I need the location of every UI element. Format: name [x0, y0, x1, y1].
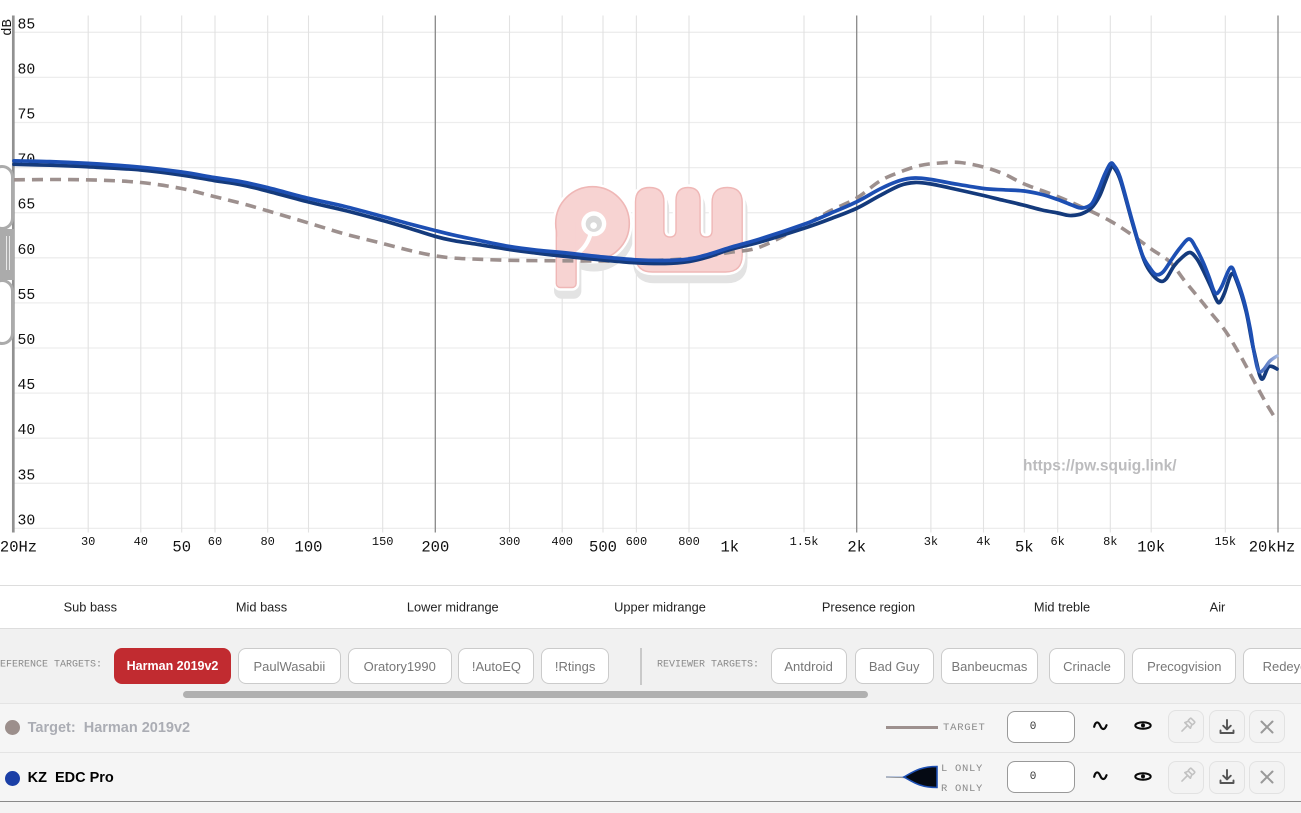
svg-text:300: 300 — [499, 535, 521, 549]
svg-text:65: 65 — [18, 198, 36, 214]
svg-text:20kHz: 20kHz — [1249, 539, 1296, 557]
svg-text:800: 800 — [678, 535, 700, 549]
svg-text:80: 80 — [260, 535, 274, 549]
svg-text:50: 50 — [172, 539, 191, 557]
svg-text:3k: 3k — [924, 535, 938, 549]
svg-text:150: 150 — [372, 535, 394, 549]
svg-text:1.5k: 1.5k — [790, 535, 819, 549]
svg-text:https://pw.squig.link/: https://pw.squig.link/ — [1023, 458, 1177, 475]
svg-text:55: 55 — [18, 288, 36, 304]
svg-text:85: 85 — [18, 17, 36, 33]
svg-text:60: 60 — [18, 243, 36, 259]
svg-text:200: 200 — [421, 539, 449, 557]
svg-text:6k: 6k — [1050, 535, 1064, 549]
svg-text:8k: 8k — [1103, 535, 1117, 549]
svg-text:dB: dB — [0, 19, 16, 36]
svg-text:2k: 2k — [847, 539, 866, 557]
svg-text:400: 400 — [551, 535, 573, 549]
svg-text:80: 80 — [18, 62, 36, 78]
svg-text:10k: 10k — [1137, 539, 1165, 557]
svg-text:45: 45 — [18, 378, 36, 394]
svg-text:35: 35 — [18, 468, 36, 484]
svg-text:30: 30 — [81, 535, 95, 549]
svg-text:4k: 4k — [976, 535, 990, 549]
svg-text:30: 30 — [18, 513, 36, 529]
svg-text:100: 100 — [295, 539, 323, 557]
svg-text:50: 50 — [18, 333, 36, 349]
svg-text:40: 40 — [134, 535, 148, 549]
svg-text:5k: 5k — [1015, 539, 1034, 557]
svg-text:600: 600 — [626, 535, 648, 549]
svg-text:60: 60 — [208, 535, 222, 549]
svg-text:20Hz: 20Hz — [0, 539, 37, 557]
svg-text:40: 40 — [18, 423, 36, 439]
svg-text:15k: 15k — [1214, 535, 1236, 549]
svg-text:1k: 1k — [720, 539, 739, 557]
svg-text:500: 500 — [589, 539, 617, 557]
svg-text:75: 75 — [18, 108, 36, 124]
